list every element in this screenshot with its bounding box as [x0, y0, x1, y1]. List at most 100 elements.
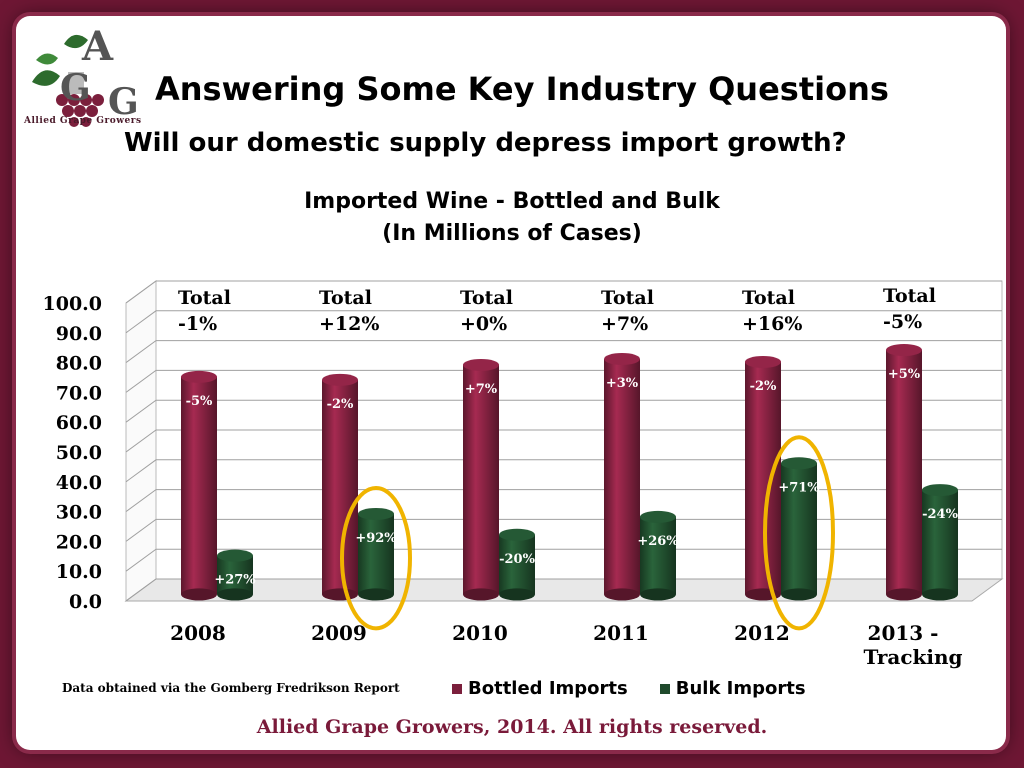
bar-base: [322, 588, 358, 601]
total-label: Total: [883, 285, 936, 307]
total-value: -5%: [883, 311, 922, 333]
bar-bulk-imports: [640, 516, 676, 595]
total-label: Total: [742, 287, 795, 309]
chart-legend: Bottled Imports Bulk Imports: [452, 678, 806, 699]
total-label: Total: [601, 287, 654, 309]
gridline: [125, 429, 1002, 453]
bar-base: [640, 588, 676, 601]
gridline: [125, 489, 1002, 513]
bar-data-label: -5%: [186, 394, 213, 409]
bar-bulk-imports: [358, 513, 394, 595]
y-tick-label: 20.0: [56, 531, 102, 553]
chart-title: Imported Wine - Bottled and Bulk (In Mil…: [262, 186, 762, 250]
y-tick-label: 70.0: [56, 382, 102, 404]
x-tick-label: 2013 -: [868, 621, 939, 645]
bar-data-label: -2%: [750, 379, 777, 394]
page-subtitle: Will our domestic supply depress import …: [124, 128, 847, 158]
bar-bottled-imports: [745, 361, 781, 595]
bar-data-label: +7%: [465, 382, 498, 397]
y-tick-label: 40.0: [56, 472, 102, 494]
legend-label-bulk: Bulk Imports: [675, 678, 806, 699]
gridline: [125, 548, 1002, 572]
bar-bottled-imports: [181, 376, 217, 595]
y-tick-label: 30.0: [56, 502, 102, 524]
total-value: +0%: [460, 313, 507, 335]
page-title: Answering Some Key Industry Questions: [155, 70, 889, 108]
svg-text:G: G: [60, 67, 91, 109]
x-tick-label: 2011: [593, 621, 649, 645]
y-tick-label: 100.0: [43, 293, 103, 315]
gridline: [125, 578, 1002, 602]
bar-data-label: -20%: [499, 552, 535, 567]
bar-data-label: +27%: [214, 573, 256, 588]
bar-bulk-imports: [922, 490, 958, 595]
total-label: Total: [319, 287, 372, 309]
gridline: [125, 399, 1002, 423]
total-value: +7%: [601, 313, 648, 335]
gridline: [125, 280, 1002, 304]
bar-data-label: +26%: [637, 534, 679, 549]
bar-data-label: +71%: [778, 480, 820, 495]
bar-bulk-imports: [781, 463, 817, 595]
bar-base: [463, 588, 499, 601]
bar-top: [604, 352, 640, 365]
bar-bottled-imports: [322, 379, 358, 595]
bar-bottled-imports: [886, 350, 922, 595]
x-tick-label: 2012: [734, 621, 790, 645]
gridline: [125, 340, 1002, 364]
legend-swatch-bottled: [452, 683, 462, 694]
y-tick-label: 0.0: [69, 591, 102, 613]
svg-text:G: G: [108, 81, 139, 123]
bar-base: [181, 588, 217, 601]
legend-item-bottled: Bottled Imports: [452, 678, 628, 699]
legend-item-bulk: Bulk Imports: [659, 678, 806, 699]
bar-top: [358, 507, 394, 520]
total-label: Total: [178, 287, 231, 309]
bar-bulk-imports: [217, 555, 253, 595]
bar-data-label: -2%: [327, 397, 354, 412]
bar-data-label: +3%: [606, 376, 639, 391]
bar-top: [217, 549, 253, 562]
bar-bottled-imports: [463, 364, 499, 595]
bar-data-label: +5%: [888, 367, 921, 382]
bar-top: [181, 370, 217, 383]
chart-title-line1: Imported Wine - Bottled and Bulk: [304, 189, 720, 214]
gridline: [125, 369, 1002, 393]
bar-base: [358, 588, 394, 601]
total-label: Total: [460, 287, 513, 309]
legend-swatch-bulk: [659, 683, 670, 694]
allied-grape-growers-logo: A G G: [32, 23, 139, 127]
x-tick-label: 2008: [170, 621, 226, 645]
bar-base: [604, 588, 640, 601]
y-tick-label: 50.0: [56, 442, 102, 464]
y-tick-label: 10.0: [56, 561, 102, 583]
bar-top: [322, 373, 358, 386]
bar-top: [499, 528, 535, 541]
bar-data-label: +92%: [355, 531, 397, 546]
chart-floor: [124, 578, 1004, 602]
copyright-notice: Allied Grape Growers, 2014. All rights r…: [256, 716, 768, 738]
y-tick-label: 60.0: [56, 412, 102, 434]
x-tick-label: 2010: [452, 621, 508, 645]
y-tick-label: 90.0: [56, 323, 102, 345]
bar-top: [781, 457, 817, 470]
source-note: Data obtained via the Gomberg Fredrikson…: [62, 681, 400, 695]
bar-base: [217, 588, 253, 601]
gridline: [125, 459, 1002, 483]
x-tick-label: Tracking: [863, 645, 962, 669]
gridline: [125, 310, 1002, 334]
bar-base: [781, 588, 817, 601]
bar-base: [886, 588, 922, 601]
x-tick-label: 2009: [311, 621, 367, 645]
logo-caption: Allied Grape Growers: [24, 116, 142, 126]
bar-bottled-imports: [604, 358, 640, 595]
bar-top: [922, 484, 958, 497]
total-value: -1%: [178, 313, 217, 335]
bar-data-label: -24%: [922, 507, 958, 522]
chart-title-line2: (In Millions of Cases): [382, 221, 642, 246]
bar-bulk-imports: [499, 534, 535, 595]
bar-base: [499, 588, 535, 601]
total-value: +12%: [319, 313, 379, 335]
svg-text:A: A: [81, 23, 114, 70]
